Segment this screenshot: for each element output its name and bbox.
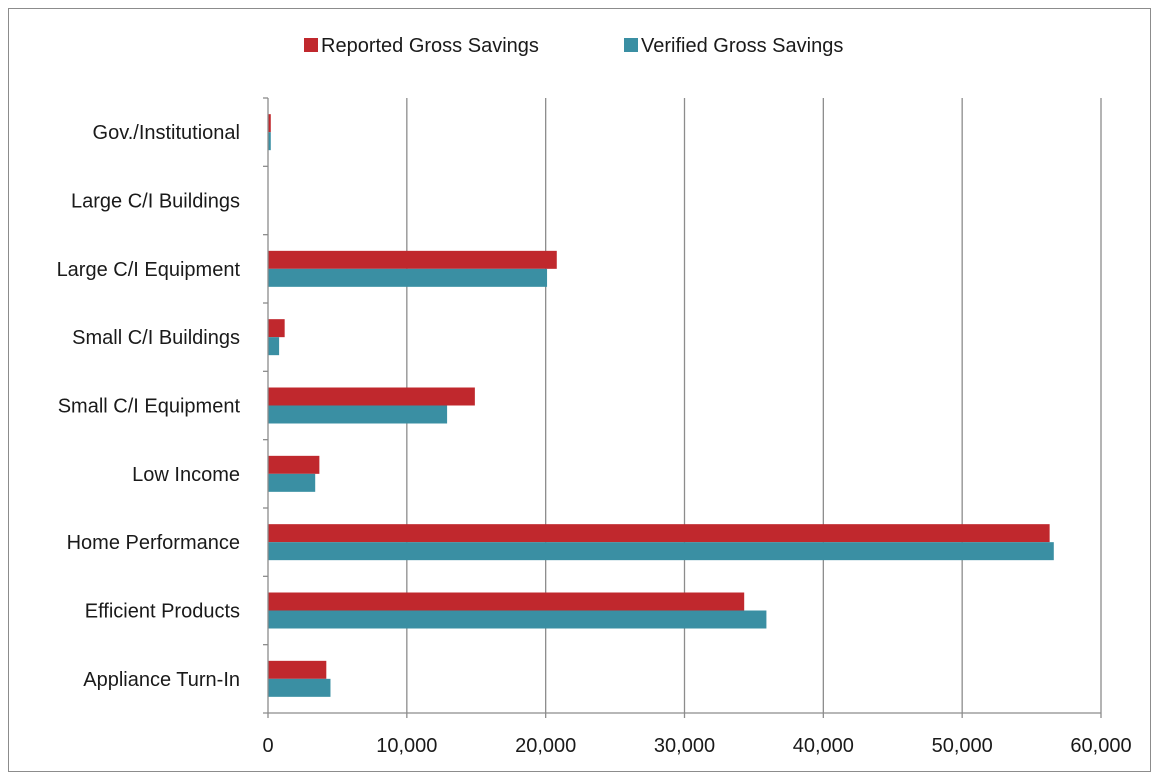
- x-tick-label: 60,000: [1070, 735, 1131, 757]
- bar-verified: [268, 678, 331, 697]
- bar-verified: [268, 405, 448, 424]
- bar-verified: [268, 473, 316, 492]
- bar-reported: [268, 387, 475, 406]
- axes: [263, 97, 1102, 718]
- bar-verified: [268, 610, 767, 629]
- x-tick-label: 10,000: [376, 735, 437, 757]
- category-labels: Gov./Institutional Large C/I Buildings Lar…: [57, 122, 241, 691]
- bar-reported: [268, 455, 320, 474]
- x-tick-labels: 0 10,000 20,000 30,000 40,000 50,000 60,000: [262, 735, 1131, 757]
- x-tick-label: 0: [262, 735, 273, 757]
- legend-label-verified: Verified Gross Savings: [641, 35, 843, 57]
- bars: [268, 114, 1054, 697]
- bar-verified: [268, 268, 548, 287]
- category-label: Large C/I Equipment: [57, 259, 241, 281]
- bar-reported: [268, 592, 745, 611]
- bar-reported: [268, 660, 327, 679]
- chart-frame: [8, 8, 1151, 772]
- category-label: Gov./Institutional: [93, 122, 240, 144]
- legend-swatch-verified: [624, 38, 638, 52]
- legend: Reported Gross Savings Verified Gross Sav…: [304, 35, 843, 57]
- x-tick-label: 30,000: [654, 735, 715, 757]
- legend-label-reported: Reported Gross Savings: [321, 35, 539, 57]
- bar-verified: [268, 542, 1054, 561]
- x-tick-label: 50,000: [932, 735, 993, 757]
- x-tick-label: 40,000: [793, 735, 854, 757]
- category-label: Small C/I Equipment: [58, 396, 241, 418]
- bar-reported: [268, 250, 557, 269]
- category-label: Home Performance: [67, 532, 240, 554]
- bar-reported: [268, 524, 1050, 543]
- category-label: Small C/I Buildings: [72, 327, 240, 349]
- bar-reported: [268, 114, 271, 133]
- category-label: Large C/I Buildings: [71, 191, 240, 213]
- bar-verified: [268, 337, 280, 356]
- legend-swatch-reported: [304, 38, 318, 52]
- category-label: Low Income: [132, 464, 240, 486]
- bar-reported: [268, 319, 285, 338]
- category-label: Appliance Turn-In: [83, 669, 240, 691]
- x-tick-label: 20,000: [515, 735, 576, 757]
- bar-verified: [268, 132, 271, 151]
- category-label: Efficient Products: [85, 601, 240, 623]
